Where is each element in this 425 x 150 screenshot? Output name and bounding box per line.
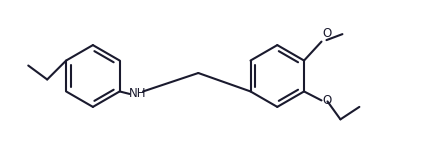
Text: NH: NH <box>129 87 147 100</box>
Text: O: O <box>322 27 331 40</box>
Text: O: O <box>322 94 331 107</box>
